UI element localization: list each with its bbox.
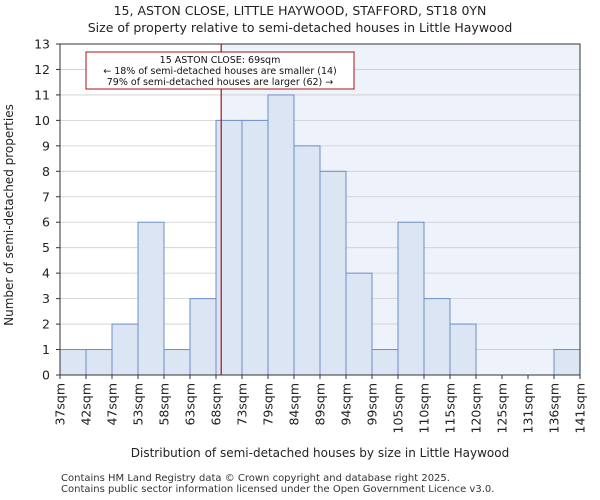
bar-53sqm <box>137 221 165 376</box>
x-tick-label: 47sqm <box>105 383 120 426</box>
x-tick-label: 136sqm <box>547 383 562 433</box>
x-axis-label: Distribution of semi-detached houses by … <box>131 446 509 460</box>
chart-title: 15, ASTON CLOSE, LITTLE HAYWOOD, STAFFOR… <box>0 2 600 36</box>
annotation-line-1: 15 ASTON CLOSE: 69sqm <box>160 55 281 66</box>
x-tick-label: 110sqm <box>417 383 432 433</box>
y-tick-label: 3 <box>42 291 50 306</box>
annotation-line-3: 79% of semi-detached houses are larger (… <box>107 77 334 88</box>
bar-136sqm <box>553 349 581 376</box>
y-tick-label: 5 <box>42 240 50 255</box>
annotation-line-2: ← 18% of semi-detached houses are smalle… <box>103 66 337 77</box>
x-tick-label: 99sqm <box>365 383 380 426</box>
bar-110sqm <box>423 298 451 376</box>
bar-99sqm <box>371 349 399 376</box>
bar-73sqm <box>241 119 269 376</box>
y-tick-label: 6 <box>42 215 50 230</box>
y-tick-label: 0 <box>42 368 50 383</box>
bar-115sqm <box>449 323 477 376</box>
bar-68sqm <box>215 119 243 376</box>
y-tick-label: 13 <box>34 37 50 52</box>
x-tick-label: 63sqm <box>183 383 198 426</box>
x-tick-label: 42sqm <box>79 383 94 426</box>
x-tick-label: 120sqm <box>469 383 484 433</box>
x-tick-label: 79sqm <box>261 383 276 426</box>
x-tick-label: 131sqm <box>521 383 536 433</box>
y-axis-label: Number of semi-detached properties <box>2 104 16 326</box>
bar-105sqm <box>397 221 425 376</box>
y-tick-label: 7 <box>42 189 50 204</box>
bar-42sqm <box>85 349 113 376</box>
x-tick-label: 141sqm <box>573 383 588 433</box>
title-subtitle: Size of property relative to semi-detach… <box>87 20 513 35</box>
x-tick-label: 125sqm <box>495 383 510 433</box>
annotation-box <box>85 51 355 90</box>
x-tick-label: 68sqm <box>209 383 224 426</box>
bar-84sqm <box>293 145 321 376</box>
y-tick-label: 4 <box>42 266 50 281</box>
y-tick-label: 11 <box>34 87 50 102</box>
bar-79sqm <box>267 94 295 376</box>
x-tick-label: 89sqm <box>313 383 328 426</box>
y-tick-label: 1 <box>42 342 50 357</box>
x-tick-label: 105sqm <box>391 383 406 433</box>
x-tick-label: 58sqm <box>157 383 172 426</box>
title-address: 15, ASTON CLOSE, LITTLE HAYWOOD, STAFFOR… <box>113 3 487 18</box>
x-tick-label: 73sqm <box>235 383 250 426</box>
x-tick-label: 115sqm <box>443 383 458 433</box>
bar-58sqm <box>163 349 191 376</box>
x-tick-label: 53sqm <box>131 383 146 426</box>
footer-licence: Contains public sector information licen… <box>61 484 495 495</box>
footer-copyright: Contains HM Land Registry data © Crown c… <box>61 473 450 484</box>
bar-89sqm <box>319 170 347 376</box>
y-tick-label: 8 <box>42 164 50 179</box>
x-tick-label: 37sqm <box>53 383 68 426</box>
y-tick-label: 9 <box>42 138 50 153</box>
y-tick-label: 10 <box>34 113 50 128</box>
x-tick-label: 84sqm <box>287 383 302 426</box>
bar-63sqm <box>189 298 217 376</box>
x-tick-label: 94sqm <box>339 383 354 426</box>
y-tick-label: 12 <box>34 62 50 77</box>
bar-94sqm <box>345 272 373 376</box>
bar-37sqm <box>59 349 87 376</box>
y-tick-label: 2 <box>42 317 50 332</box>
bar-47sqm <box>111 323 139 376</box>
